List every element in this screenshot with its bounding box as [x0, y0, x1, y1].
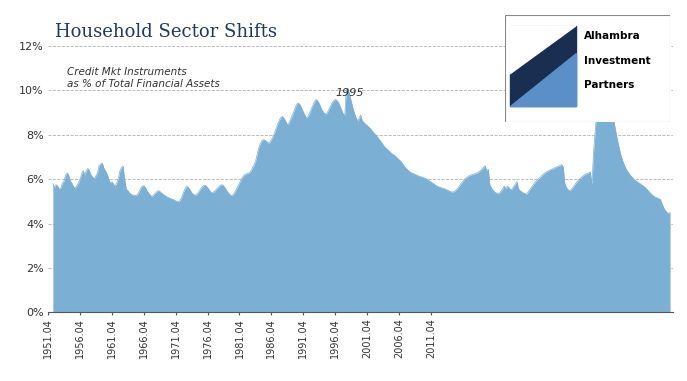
Polygon shape	[510, 53, 576, 106]
Text: Partners: Partners	[584, 80, 635, 90]
Text: Household Sector Shifts: Household Sector Shifts	[55, 23, 277, 41]
Text: Investment: Investment	[584, 56, 651, 66]
Polygon shape	[510, 26, 576, 74]
Text: Credit Mkt Instruments
as % of Total Financial Assets: Credit Mkt Instruments as % of Total Fin…	[67, 67, 220, 89]
Text: 1995: 1995	[335, 88, 364, 98]
Text: Alhambra: Alhambra	[584, 31, 641, 41]
Bar	[510, 26, 576, 106]
